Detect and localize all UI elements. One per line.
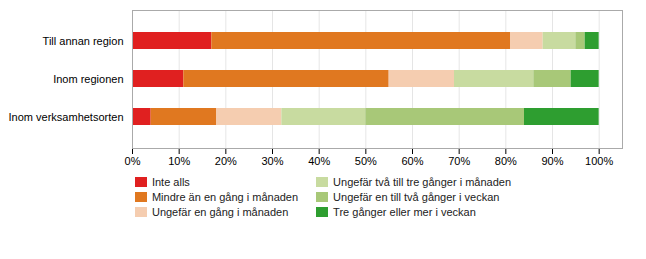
svg-text:30%: 30% bbox=[261, 155, 283, 167]
svg-text:70%: 70% bbox=[448, 155, 470, 167]
svg-text:Inom verksamhetsorten: Inom verksamhetsorten bbox=[9, 111, 124, 123]
html-text:Inte alls: Inte alls bbox=[151, 176, 190, 188]
svg-text:50%: 50% bbox=[355, 155, 377, 167]
svg-text:0%: 0% bbox=[125, 155, 141, 167]
html-text:Ungefär en gång i månaden: Ungefär en gång i månaden bbox=[151, 206, 289, 218]
svg-text:Till annan region: Till annan region bbox=[43, 35, 124, 47]
html-text:Tre gånger eller mer i veckan: Tre gånger eller mer i veckan bbox=[333, 206, 476, 218]
svg-text:90%: 90% bbox=[541, 155, 563, 167]
svg-text:20%: 20% bbox=[215, 155, 237, 167]
svg-text:100%: 100% bbox=[585, 155, 613, 167]
html-text:Ungefär en till två gånger i v: Ungefär en till två gånger i veckan bbox=[333, 191, 500, 203]
svg-text:Inom regionen: Inom regionen bbox=[53, 73, 123, 85]
html-text:Ungefär två till tre gånger i: Ungefär två till tre gånger i månaden bbox=[333, 176, 511, 188]
svg-text:10%: 10% bbox=[168, 155, 190, 167]
svg-text:40%: 40% bbox=[308, 155, 330, 167]
svg-text:60%: 60% bbox=[401, 155, 423, 167]
html-text:Mindre än en gång i månaden: Mindre än en gång i månaden bbox=[151, 191, 299, 203]
svg-text:80%: 80% bbox=[495, 155, 517, 167]
